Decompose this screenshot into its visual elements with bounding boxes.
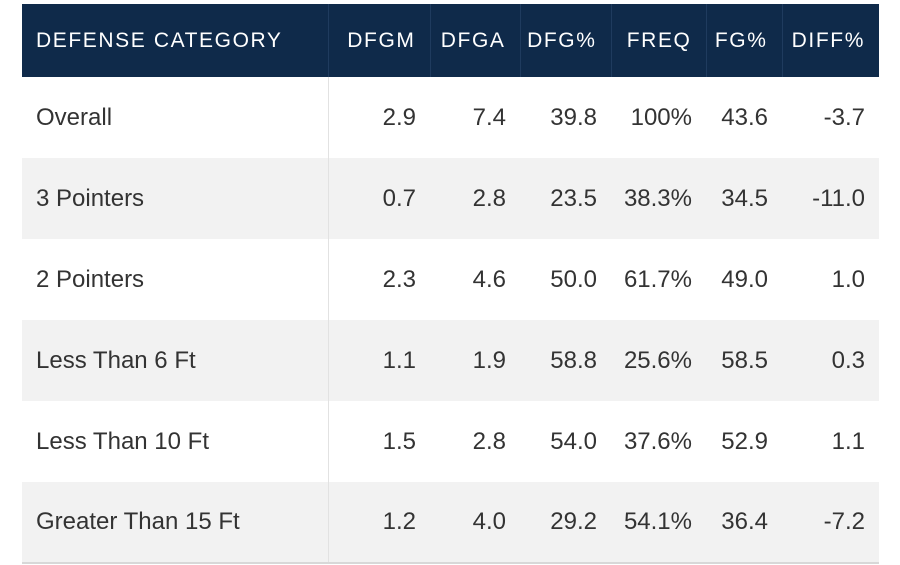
cell-freq: 25.6% <box>623 346 692 374</box>
cell-dfgm: 0.7 <box>382 184 416 212</box>
cell-category: Overall <box>22 77 329 158</box>
column-header-freq[interactable]: FREQ <box>610 4 706 77</box>
cell-freq: 38.3% <box>623 184 692 212</box>
cell-dfga: 2.8 <box>472 427 506 455</box>
cell-fg-pct: 58.5 <box>721 346 768 374</box>
cell-diff-pct: -7.2 <box>823 508 865 535</box>
cell-fg-pct: 49.0 <box>721 265 768 293</box>
cell-freq: 37.6% <box>623 427 692 455</box>
table-header: DEFENSE CATEGORY DFGM DFGA DFG% FREQ FG%… <box>22 4 879 77</box>
column-header-diff-pct[interactable]: DIFF% <box>781 4 879 77</box>
cell-dfga: 1.9 <box>472 346 506 374</box>
cell-fg-pct: 34.5 <box>721 184 768 212</box>
cell-freq: 61.7% <box>623 265 692 293</box>
column-header-fg-pct[interactable]: FG% <box>705 4 782 77</box>
cell-dfgm: 1.2 <box>382 508 416 535</box>
column-header-dfgm[interactable]: DFGM <box>327 4 430 77</box>
table-row: Overall 2.9 7.4 39.8 100% 43.6 -3.7 <box>22 77 879 158</box>
column-header-defense-category[interactable]: DEFENSE CATEGORY <box>36 28 283 52</box>
table-row: 2 Pointers 2.3 4.6 50.0 61.7% 49.0 1.0 <box>22 239 879 320</box>
cell-category: Less Than 6 Ft <box>22 320 329 401</box>
cell-category: 3 Pointers <box>22 158 329 239</box>
cell-dfgm: 1.5 <box>382 427 416 455</box>
table-row: Greater Than 15 Ft 1.2 4.0 29.2 54.1% 36… <box>22 482 879 563</box>
table-row: Less Than 10 Ft 1.5 2.8 54.0 37.6% 52.9 … <box>22 401 879 482</box>
cell-freq: 54.1% <box>623 508 692 535</box>
cell-diff-pct: 1.1 <box>831 427 865 455</box>
cell-dfg-pct: 58.8 <box>550 346 597 374</box>
cell-fg-pct: 43.6 <box>721 103 768 131</box>
defense-stats-table: DEFENSE CATEGORY DFGM DFGA DFG% FREQ FG%… <box>22 4 879 564</box>
cell-diff-pct: -11.0 <box>812 184 865 212</box>
cell-dfgm: 2.3 <box>382 265 416 293</box>
cell-category: Greater Than 15 Ft <box>22 482 329 563</box>
column-header-dfga[interactable]: DFGA <box>429 4 520 77</box>
table-row: Less Than 6 Ft 1.1 1.9 58.8 25.6% 58.5 0… <box>22 320 879 401</box>
cell-dfg-pct: 29.2 <box>550 508 597 535</box>
defense-stats-table-container: DEFENSE CATEGORY DFGM DFGA DFG% FREQ FG%… <box>22 4 879 564</box>
table-body: Overall 2.9 7.4 39.8 100% 43.6 -3.7 3 Po… <box>22 77 879 563</box>
cell-dfga: 4.6 <box>472 265 506 293</box>
cell-dfg-pct: 54.0 <box>550 427 597 455</box>
cell-dfg-pct: 50.0 <box>550 265 597 293</box>
cell-diff-pct: -3.7 <box>823 103 865 131</box>
cell-dfgm: 2.9 <box>382 103 416 131</box>
table-row: 3 Pointers 0.7 2.8 23.5 38.3% 34.5 -11.0 <box>22 158 879 239</box>
cell-dfg-pct: 23.5 <box>550 184 597 212</box>
cell-dfga: 2.8 <box>472 184 506 212</box>
cell-fg-pct: 36.4 <box>721 508 768 535</box>
cell-category: 2 Pointers <box>22 239 329 320</box>
cell-dfga: 4.0 <box>472 508 506 535</box>
cell-dfga: 7.4 <box>472 103 506 131</box>
cell-diff-pct: 0.3 <box>831 346 865 374</box>
cell-dfg-pct: 39.8 <box>550 103 597 131</box>
cell-diff-pct: 1.0 <box>831 265 865 293</box>
cell-fg-pct: 52.9 <box>721 427 768 455</box>
header-row: DEFENSE CATEGORY DFGM DFGA DFG% FREQ FG%… <box>22 4 879 77</box>
cell-freq: 100% <box>630 103 692 131</box>
cell-dfgm: 1.1 <box>382 346 416 374</box>
column-header-dfg-pct[interactable]: DFG% <box>519 4 611 77</box>
cell-category: Less Than 10 Ft <box>22 401 329 482</box>
